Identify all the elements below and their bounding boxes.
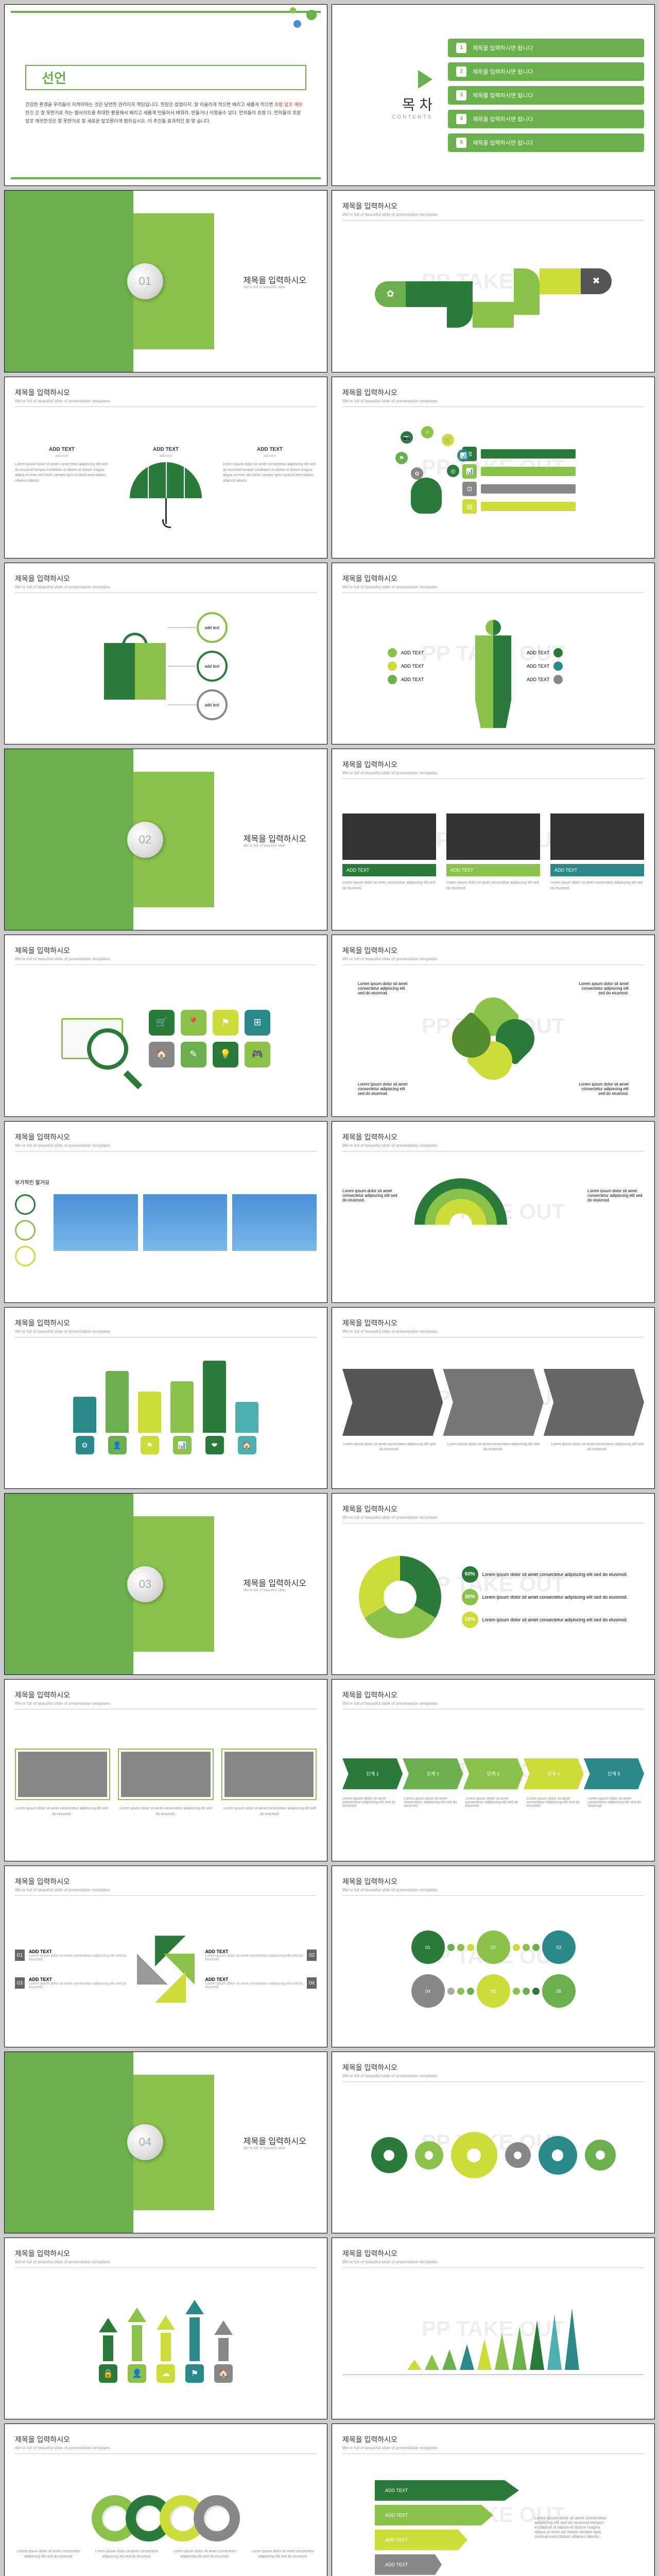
section-label: 부가적인 할거요 <box>15 1178 49 1186</box>
photo-frames <box>15 1749 317 1800</box>
slide-flow-circles: 제목을 입력하시오We're full of beautiful slide o… <box>332 1866 655 2047</box>
slide-chevron-process: 제목을 입력하시오We're full of beautiful slide o… <box>332 1679 655 1861</box>
slide-buildings: 제목을 입력하시오We're full of beautiful slide o… <box>4 1121 327 1303</box>
slide-clover: 제목을 입력하시오We're full of beautiful slide o… <box>332 935 655 1116</box>
intro-body: 건강한 환경을 우리들이 지켜야하는 것은 당연한 권리이자 책임입니다. 현장… <box>25 100 306 126</box>
stacked-arrows: ADD TEXT ADD TEXT ADD TEXT ADD TEXT <box>375 2480 519 2575</box>
slide-tree-head: 제목을 입력하시오We're full of beautiful slide o… <box>332 377 655 558</box>
ascending-triangles <box>407 2308 579 2370</box>
icon-grid: 🛒📍⚑⊞ 🏠✎💡🎮 <box>149 1010 270 1067</box>
slide-grid: 선언 건강한 환경을 우리들이 지켜야하는 것은 당연한 권리이자 책임입니다.… <box>0 0 659 2576</box>
section-03: 03 제목을 입력하시오We're full of beautiful slid… <box>4 1493 327 1675</box>
pinwheel-diagram <box>137 1936 195 2003</box>
magnifier-icon <box>87 1028 138 1080</box>
intro-title-box: 선언 <box>25 65 306 90</box>
slide-stacked-arrows: 제목을 입력하시오We're full of beautiful slide o… <box>332 2424 655 2576</box>
intro-title: 선언 <box>42 71 66 86</box>
head-silhouette-icon <box>411 478 442 514</box>
bar-chart: ⚙ 👤 ⚑ 📊 ❤ 🏠 <box>73 1367 258 1454</box>
contents-title: 목 차 <box>402 94 432 114</box>
slide-contents: 목 차 CONTENTS 1제목을 입력하시면 됩니다 2제목을 입력하시면 됩… <box>332 4 655 186</box>
section-02: 02 제목을 입력하시오We're full of beautiful slid… <box>4 749 327 930</box>
clover-diagram <box>452 997 534 1080</box>
curved-arrows-diagram: Lorem ipsum dolor sit amet consectetur a… <box>342 1173 644 1276</box>
slide-process-flow: 제목을 입력하시오We're full of beautiful slide o… <box>332 190 655 372</box>
globe-icon <box>15 1194 36 1215</box>
donut-legend: 60%Lorem ipsum dolor sit amet consectetu… <box>462 1566 628 1628</box>
gear-icon <box>371 2137 407 2173</box>
contents-list: 1제목을 입력하시면 됩니다 2제목을 입력하시면 됩니다 3제목을 입력하시면… <box>448 15 644 175</box>
donut-chart <box>359 1556 441 1638</box>
connected-circles <box>98 2495 234 2541</box>
photo-placeholder <box>342 814 436 860</box>
flower-decoration <box>275 5 327 46</box>
gears-diagram <box>371 2132 616 2178</box>
flow-row-2: 04 05 06 <box>411 1974 576 2008</box>
slide-triangles: 제목을 입력하시오We're full of beautiful slide o… <box>332 2238 655 2419</box>
slide-framed-photos: 제목을 입력하시오We're full of beautiful slide o… <box>4 1679 327 1861</box>
slide-umbrella: 제목을 입력하시오We're full of beautiful slide o… <box>4 377 327 558</box>
slide-intro: 선언 건강한 환경을 우리들이 지켜야하는 것은 당연한 권리이자 책임입니다.… <box>4 4 327 186</box>
section-04: 04 제목을 입력하시오We're full of beautiful slid… <box>4 2052 327 2233</box>
arrow-icon <box>418 70 432 89</box>
contents-sub: CONTENTS <box>392 114 432 120</box>
umbrella-icon <box>130 462 202 514</box>
section-01: 01 제목을 입력하시오We're full of beautiful slid… <box>4 190 327 372</box>
slide-gears: 제목을 입력하시오We're full of beautiful slide o… <box>332 2052 655 2233</box>
info-circles: add text add text add text <box>197 612 228 720</box>
slide-body-figure: 제목을 입력하시오We're full of beautiful slide o… <box>332 563 655 744</box>
slide-magnifier: 제목을 입력하시오We're full of beautiful slide o… <box>4 935 327 1116</box>
slide-skyline: 제목을 입력하시오We're full of beautiful slide o… <box>332 1307 655 1489</box>
slide-arrows-up: 제목을 입력하시오We're full of beautiful slide o… <box>4 2238 327 2419</box>
slide-donut: 제목을 입력하시오We're full of beautiful slide o… <box>332 1493 655 1675</box>
chevron-process: 단계 1 단계 2 단계 3 단계 4 단계 5 <box>342 1758 644 1789</box>
skyline-images <box>342 1369 644 1436</box>
section-number-circle: 01 <box>127 263 163 299</box>
slide-bar-chart: 제목을 입력하시오We're full of beautiful slide o… <box>4 1307 327 1489</box>
arrows-up-diagram: 🔒 👤 ☁ ⚑ 🏠 <box>99 2300 233 2383</box>
slide-connected-circles: 제목을 입력하시오We're full of beautiful slide o… <box>4 2424 327 2576</box>
slide-curved-arrows: 제목을 입력하시오We're full of beautiful slide o… <box>332 1121 655 1303</box>
slide-three-columns: 제목을 입력하시오We're full of beautiful slide o… <box>332 749 655 930</box>
flow-row-1: 01 02 03 <box>411 1930 576 1964</box>
human-body-icon <box>475 620 511 713</box>
shopping-bag-icon <box>104 633 166 700</box>
slide-shopping-bag: 제목을 입력하시오We're full of beautiful slide o… <box>4 563 327 744</box>
slide-pinwheel: 제목을 입력하시오We're full of beautiful slide o… <box>4 1866 327 2047</box>
